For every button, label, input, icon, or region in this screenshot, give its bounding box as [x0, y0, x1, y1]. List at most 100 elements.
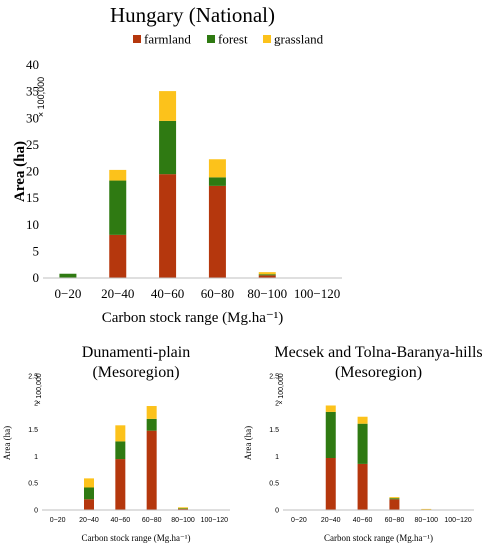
y-tick-label: 1 — [34, 454, 38, 461]
legend-item-farmland: farmland — [133, 32, 191, 47]
y-tick-label: 1 — [275, 454, 279, 461]
bar-farmland — [115, 459, 126, 510]
x-tick-label: 40−60 — [110, 517, 130, 524]
x-tick-label: 80−100 — [171, 517, 195, 524]
x-tick-label: 60−80 — [201, 286, 234, 301]
chart-subtitle: (Mesoregion) — [335, 364, 422, 381]
y-tick-label: 5 — [33, 243, 40, 258]
x-tick-label: 80−100 — [414, 517, 438, 524]
x-tick-label: 100−120 — [444, 517, 472, 524]
x-axis-label: Carbon stock range (Mg.ha⁻¹) — [82, 533, 191, 543]
bar-farmland — [159, 174, 177, 278]
bar-grassland — [389, 497, 400, 499]
bar-farmland — [109, 234, 127, 278]
y-tick-label: 0 — [33, 270, 40, 285]
y-tick-label: 35 — [26, 84, 39, 99]
chart-title: Dunamenti-plain — [82, 344, 190, 361]
y-tick-label: 25 — [26, 137, 39, 152]
legend: farmland forest grassland — [133, 32, 324, 47]
bar-grassland — [421, 508, 432, 510]
x-axis-label: Carbon stock range (Mg.ha⁻¹) — [102, 310, 284, 326]
bar-forest — [208, 177, 226, 186]
x-tick-label: 0−20 — [50, 517, 66, 524]
y-tick-label: 0.5 — [28, 481, 38, 488]
x-tick-label: 0−20 — [291, 517, 307, 524]
x-tick-label: 40−60 — [151, 286, 184, 301]
bar-grassland — [109, 169, 127, 181]
bar-farmland — [325, 458, 336, 510]
bar-grassland — [258, 272, 276, 275]
y-tick-label: 0 — [275, 508, 279, 515]
legend-swatch-farmland — [133, 35, 141, 43]
legend-swatch-grassland — [263, 35, 271, 43]
bar-farmland — [208, 185, 226, 278]
x-tick-label: 20−40 — [79, 517, 99, 524]
bar-grassland — [357, 416, 368, 424]
x-tick-label: 40−60 — [353, 517, 373, 524]
y-tick-label: 1.5 — [269, 427, 279, 434]
y-tick-label: 2.5 — [28, 374, 38, 381]
bar-grassland — [115, 425, 126, 442]
y-tick-label: 2.5 — [269, 374, 279, 381]
y-tick-label: 30 — [26, 110, 39, 125]
bar-forest — [109, 180, 127, 235]
chart-3: Mecsek and Tolna-Baranya-hills (Mesoregio… — [243, 344, 483, 543]
y-axis-label: Area (ha) — [12, 141, 28, 202]
bar-grassland — [325, 405, 336, 412]
y-tick-label: 2 — [34, 400, 38, 407]
y-multiplier-label: × 100,000 — [278, 373, 285, 404]
legend-label: forest — [218, 32, 248, 47]
legend-item-grassland: grassland — [263, 32, 324, 47]
bar-farmland — [389, 499, 400, 510]
y-multiplier-label: × 100,000 — [36, 373, 43, 404]
legend-label: grassland — [274, 32, 324, 47]
y-tick-label: 0 — [34, 508, 38, 515]
bar-farmland — [178, 508, 188, 510]
bar-forest — [146, 418, 157, 431]
y-tick-label: 15 — [26, 190, 39, 205]
y-axis-label: Area (ha) — [243, 426, 253, 460]
x-tick-label: 80−100 — [247, 286, 287, 301]
y-axis-label: Area (ha) — [2, 426, 12, 460]
y-tick-label: 0.5 — [269, 481, 279, 488]
legend-label: farmland — [144, 32, 191, 47]
bar-farmland — [258, 275, 276, 278]
bar-grassland — [178, 507, 188, 509]
chart-title: Hungary (National) — [110, 3, 275, 27]
chart-subtitle: (Mesoregion) — [92, 364, 179, 381]
y-multiplier-label: × 100,000 — [36, 77, 46, 117]
x-tick-label: 0−20 — [54, 286, 81, 301]
x-tick-label: 100−120 — [201, 517, 229, 524]
bar-forest — [258, 274, 276, 276]
bar-forest — [389, 498, 400, 500]
y-tick-label: 10 — [26, 217, 39, 232]
bar-farmland — [146, 430, 157, 510]
bar-forest — [178, 508, 188, 509]
chart-title: Mecsek and Tolna-Baranya-hills — [274, 344, 482, 361]
bar-forest — [159, 120, 177, 175]
bar-grassland — [146, 406, 157, 419]
bar-forest — [357, 423, 368, 464]
x-axis-label: Carbon stock range (Mg.ha⁻¹) — [324, 533, 433, 543]
y-tick-label: 2 — [275, 400, 279, 407]
chart-2: Dunamenti-plain (Mesoregion) 0 0.5 1 1.5 2 2.5×… — [2, 344, 230, 543]
bar-forest — [115, 441, 126, 460]
x-tick-label: 20−40 — [101, 286, 134, 301]
x-tick-label: 20−40 — [321, 517, 341, 524]
bar-forest — [325, 411, 336, 459]
y-tick-label: 20 — [26, 164, 39, 179]
chart-1: Hungary (National) 0 5 10 15 20 25 30 35 40 × 100,… — [12, 3, 342, 326]
bar-grassland — [208, 159, 226, 178]
bar-forest — [59, 273, 77, 278]
y-tick-label: 1.5 — [28, 427, 38, 434]
x-tick-label: 60−80 — [385, 517, 405, 524]
bar-farmland — [357, 463, 368, 510]
y-tick-label: 40 — [26, 57, 39, 72]
bar-grassland — [159, 91, 177, 121]
legend-swatch-forest — [207, 35, 215, 43]
bar-grassland — [84, 478, 94, 488]
x-tick-label: 100−120 — [294, 286, 340, 301]
legend-item-forest: forest — [207, 32, 248, 47]
x-tick-label: 60−80 — [142, 517, 162, 524]
